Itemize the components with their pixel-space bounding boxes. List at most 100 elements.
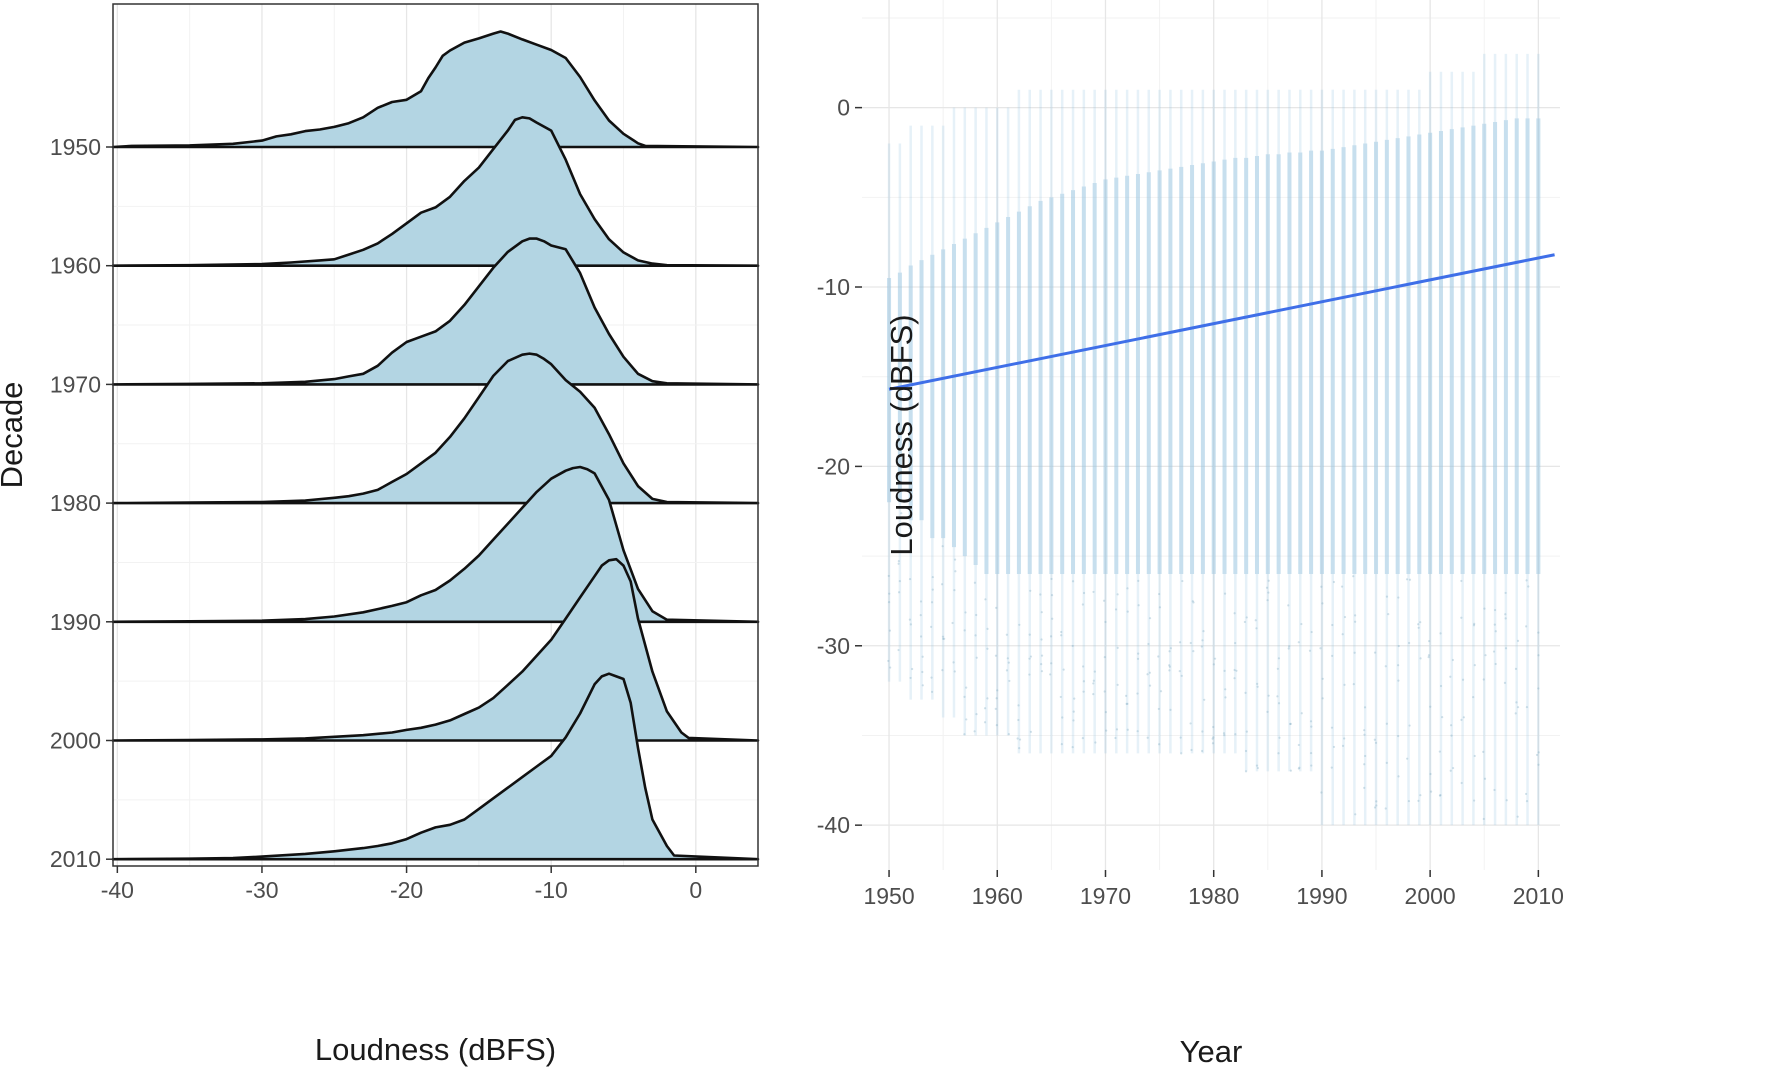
scatter-point <box>1504 617 1507 620</box>
scatter-point <box>1473 622 1476 625</box>
scatter-point <box>995 724 998 727</box>
scatter-point <box>908 618 911 621</box>
scatter-point <box>940 583 944 586</box>
scatter-point <box>1178 670 1181 673</box>
scatter-y-tick-label: 0 <box>837 95 850 121</box>
scatter-point <box>1397 664 1400 667</box>
scatter-point <box>1427 654 1431 657</box>
scatter-point <box>1223 592 1227 595</box>
scatter-point <box>1203 698 1206 701</box>
scatter-point <box>911 667 914 671</box>
scatter-point <box>1462 716 1465 719</box>
scatter-point <box>1256 682 1259 686</box>
scatter-point <box>1179 736 1182 739</box>
scatter-point <box>1276 695 1279 698</box>
scatter-point <box>1343 737 1346 740</box>
scatter-point <box>1212 663 1215 666</box>
scatter-point <box>1514 712 1517 715</box>
scatter-point <box>1504 613 1507 616</box>
scatter-point <box>1073 697 1076 700</box>
scatter-y-tick-label: -40 <box>817 812 850 838</box>
scatter-panel: 1950 1960 1970 1980 1990 2000 2010 0 -10 -20 -30 -… <box>817 0 1564 1069</box>
scatter-point <box>1537 654 1540 657</box>
regression-trend-line <box>888 253 1555 391</box>
scatter-point <box>951 621 954 625</box>
scatter-point <box>1245 616 1248 619</box>
scatter-point <box>1072 719 1075 722</box>
scatter-point <box>909 676 912 680</box>
scatter-point <box>1473 754 1476 758</box>
scatter-point <box>963 733 966 736</box>
scatter-point <box>995 606 998 609</box>
scatter-point <box>908 527 911 530</box>
scatter-point <box>1364 754 1367 758</box>
ridgeline-x-tick-label: -20 <box>390 877 423 903</box>
scatter-point <box>897 648 900 652</box>
scatter-point <box>1255 764 1259 767</box>
scatter-point <box>1438 750 1441 753</box>
scatter-point <box>1385 722 1388 725</box>
scatter-point <box>1397 644 1400 648</box>
scatter-point <box>1040 654 1044 657</box>
scatter-point <box>1040 670 1044 673</box>
scatter-point <box>1072 710 1075 713</box>
density-ridge-2000 <box>111 557 760 742</box>
scatter-point <box>1008 679 1011 683</box>
scatter-point <box>1105 729 1108 732</box>
scatter-point <box>1224 696 1227 699</box>
ridgeline-y-tick-label: 1990 <box>50 609 101 635</box>
scatter-point <box>1406 757 1409 760</box>
scatter-point <box>1310 764 1313 767</box>
scatter-point <box>1040 611 1043 614</box>
scatter-point <box>1407 799 1411 803</box>
scatter-point <box>1200 645 1203 648</box>
scatter-point <box>1211 742 1215 745</box>
scatter-point <box>1116 593 1119 596</box>
scatter-point <box>1375 800 1378 803</box>
scatter-point <box>889 666 892 669</box>
scatter-point <box>1289 722 1292 726</box>
scatter-point <box>1116 646 1119 649</box>
scatter-point <box>1310 725 1313 728</box>
scatter-point <box>943 637 946 640</box>
scatter-point <box>1319 647 1322 650</box>
scatter-point <box>1493 623 1496 626</box>
scatter-y-ticks: 0 -10 -20 -30 -40 <box>817 95 862 838</box>
scatter-point <box>1516 706 1520 709</box>
scatter-point <box>1071 745 1074 749</box>
scatter-point <box>898 580 901 583</box>
scatter-point <box>1191 600 1194 603</box>
scatter-point <box>1081 665 1085 668</box>
scatter-point <box>986 697 989 700</box>
scatter-point <box>1514 667 1518 670</box>
scatter-point <box>1018 738 1022 741</box>
ridgeline-y-tick-label: 2010 <box>50 846 101 872</box>
scatter-point <box>1224 688 1227 691</box>
scatter-point <box>1049 673 1052 676</box>
scatter-point <box>1266 710 1269 713</box>
scatter-point <box>897 591 901 594</box>
scatter-point <box>1092 682 1095 685</box>
scatter-point <box>1049 635 1053 638</box>
scatter-point <box>1384 807 1387 810</box>
scatter-point <box>1050 662 1053 665</box>
scatter-point <box>1169 708 1172 711</box>
scatter-point <box>1419 621 1422 624</box>
scatter-point <box>1071 644 1074 648</box>
scatter-point <box>1267 579 1270 582</box>
scatter-point <box>1320 585 1323 588</box>
scatter-point <box>1157 707 1160 711</box>
scatter-point <box>1289 722 1292 725</box>
scatter-point <box>888 592 891 595</box>
scatter-point <box>1427 656 1430 659</box>
scatter-point <box>1082 680 1085 683</box>
scatter-point <box>931 588 934 591</box>
scatter-point <box>1028 673 1031 676</box>
scatter-point <box>963 629 966 632</box>
scatter-point <box>1005 633 1008 636</box>
scatter-point <box>1189 722 1192 725</box>
scatter-point <box>919 600 923 603</box>
scatter-point <box>1482 750 1485 753</box>
scatter-point <box>1460 579 1463 583</box>
